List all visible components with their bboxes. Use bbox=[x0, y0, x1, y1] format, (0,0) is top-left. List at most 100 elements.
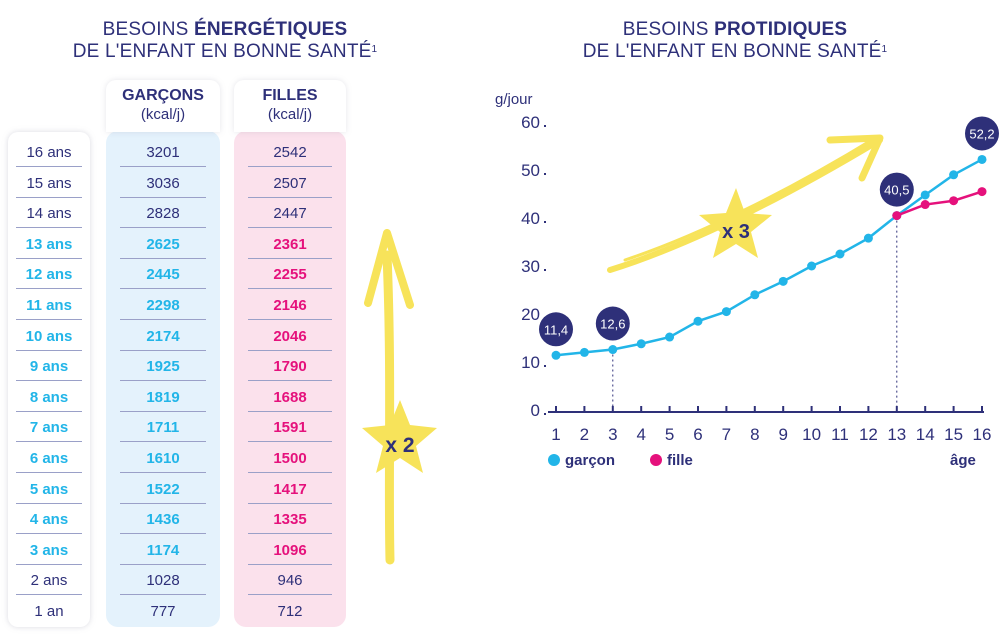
boys-kcal-cell: 3201 bbox=[116, 138, 210, 168]
data-point bbox=[750, 290, 760, 300]
boys-kcal-cell: 1925 bbox=[116, 352, 210, 382]
boys-kcal-cell: 777 bbox=[150, 603, 176, 620]
age-cell: 1 an bbox=[34, 603, 64, 620]
girls-kcal-cell: 1096 bbox=[244, 536, 336, 566]
boys-kcal-cell: 1174 bbox=[116, 536, 210, 566]
y-tick-label: 10 bbox=[521, 353, 540, 372]
value-bubble bbox=[965, 116, 999, 151]
y-tick-label: 60 bbox=[521, 113, 540, 132]
x-tick-label: 7 bbox=[722, 425, 731, 444]
x-tick-label: 14 bbox=[916, 425, 935, 444]
girls-kcal-cell: 1591 bbox=[244, 413, 336, 443]
star-icon bbox=[699, 188, 772, 258]
x-tick-label: 2 bbox=[580, 425, 589, 444]
girls-column-bg bbox=[234, 131, 346, 627]
girls-kcal-cell: 2361 bbox=[244, 230, 336, 260]
girls-kcal-cell: 2542 bbox=[244, 138, 336, 168]
boys-column-bg bbox=[106, 131, 220, 627]
girls-kcal-cell: 712 bbox=[277, 603, 303, 620]
girls-kcal-cell: 2255 bbox=[244, 260, 336, 290]
table-row: 9 ans 1925 1790 bbox=[0, 352, 360, 383]
girls-kcal-cell: 1417 bbox=[244, 475, 336, 505]
table-row: 5 ans 1522 1417 bbox=[0, 475, 360, 506]
x-tick-label: 6 bbox=[693, 425, 702, 444]
table-row: 6 ans 1610 1500 bbox=[0, 444, 360, 475]
data-point bbox=[949, 196, 959, 206]
y-tick-label: 40 bbox=[521, 209, 540, 228]
series-line-fille bbox=[896, 190, 983, 217]
series-line-garçon bbox=[555, 158, 983, 357]
protein-title: BESOINS PROTIDIQUES DE L'ENFANT EN BONNE… bbox=[582, 19, 888, 62]
age-cell: 10 ans bbox=[12, 322, 86, 352]
age-cell: 13 ans bbox=[12, 230, 86, 260]
data-point bbox=[693, 316, 703, 326]
data-point bbox=[920, 190, 930, 200]
value-bubble-label: 52,2 bbox=[969, 126, 994, 141]
x-axis-label: âge bbox=[950, 452, 976, 469]
x-tick-label: 10 bbox=[802, 425, 821, 444]
x-tick-label: 1 bbox=[551, 425, 560, 444]
x-tick-label: 4 bbox=[636, 425, 645, 444]
value-bubble-label: 40,5 bbox=[884, 183, 909, 198]
y-tick-label: 0 bbox=[531, 401, 540, 420]
y-tick-label: 20 bbox=[521, 305, 540, 324]
table-row: 7 ans 1711 1591 bbox=[0, 413, 360, 444]
x-tick-label: 15 bbox=[944, 425, 963, 444]
age-cell: 15 ans bbox=[12, 169, 86, 199]
table-row: 14 ans 2828 2447 bbox=[0, 199, 360, 230]
age-column bbox=[8, 132, 90, 627]
boys-kcal-cell: 2625 bbox=[116, 230, 210, 260]
table-row: 11 ans 2298 2146 bbox=[0, 291, 360, 322]
data-point bbox=[579, 347, 589, 357]
data-point bbox=[608, 345, 618, 355]
girls-kcal-cell: 1500 bbox=[244, 444, 336, 474]
age-cell: 7 ans bbox=[12, 413, 86, 443]
table-row: 16 ans 3201 2542 bbox=[0, 138, 360, 169]
girls-kcal-cell: 946 bbox=[244, 566, 336, 596]
girls-kcal-cell: 2046 bbox=[244, 322, 336, 352]
girls-kcal-cell: 2507 bbox=[244, 169, 336, 199]
y-axis-label: g/jour bbox=[495, 91, 533, 108]
girls-kcal-cell: 1790 bbox=[244, 352, 336, 382]
age-cell: 14 ans bbox=[12, 199, 86, 229]
age-cell: 2 ans bbox=[12, 566, 86, 596]
boys-kcal-cell: 1819 bbox=[116, 383, 210, 413]
x-tick-label: 12 bbox=[859, 425, 878, 444]
value-bubble bbox=[539, 312, 573, 347]
table-row: 4 ans 1436 1335 bbox=[0, 505, 360, 536]
boys-kcal-cell: 1711 bbox=[116, 413, 210, 443]
data-point bbox=[835, 249, 845, 259]
table-row: 15 ans 3036 2507 bbox=[0, 169, 360, 200]
boys-header-label: GARÇONS bbox=[122, 87, 204, 104]
value-bubble-label: 12,6 bbox=[600, 317, 625, 332]
age-cell: 5 ans bbox=[12, 475, 86, 505]
boys-kcal-cell: 2298 bbox=[116, 291, 210, 321]
x-tick-label: 8 bbox=[750, 425, 759, 444]
y-tick-label: 50 bbox=[521, 161, 540, 180]
value-bubble-label: 11,4 bbox=[544, 322, 568, 337]
legend-boys-label: garçon bbox=[565, 452, 616, 469]
legend-girls-label: fille bbox=[667, 452, 693, 469]
boys-kcal-cell: 2174 bbox=[116, 322, 210, 352]
girls-header-label: FILLES bbox=[262, 87, 318, 104]
data-point bbox=[920, 200, 930, 210]
age-cell: 16 ans bbox=[12, 138, 86, 168]
legend-girls-dot bbox=[650, 454, 662, 466]
table-row: 10 ans 2174 2046 bbox=[0, 322, 360, 353]
legend-boys: garçon bbox=[548, 452, 615, 469]
legend-boys-dot bbox=[548, 454, 560, 466]
star-icon bbox=[362, 400, 437, 473]
x-tick-label: 13 bbox=[887, 425, 906, 444]
table-row: 1 an 777 712 bbox=[0, 597, 360, 628]
girls-unit-label: (kcal/j) bbox=[267, 106, 313, 123]
boys-kcal-cell: 1610 bbox=[116, 444, 210, 474]
boys-kcal-cell: 1028 bbox=[116, 566, 210, 596]
x-tick-label: 11 bbox=[831, 425, 849, 444]
data-point bbox=[949, 170, 959, 180]
age-cell: 8 ans bbox=[12, 383, 86, 413]
y-tick-label: 30 bbox=[521, 257, 540, 276]
legend-girls: fille bbox=[650, 452, 693, 469]
data-point bbox=[636, 339, 646, 349]
data-point bbox=[551, 350, 561, 360]
value-bubble bbox=[595, 306, 630, 341]
